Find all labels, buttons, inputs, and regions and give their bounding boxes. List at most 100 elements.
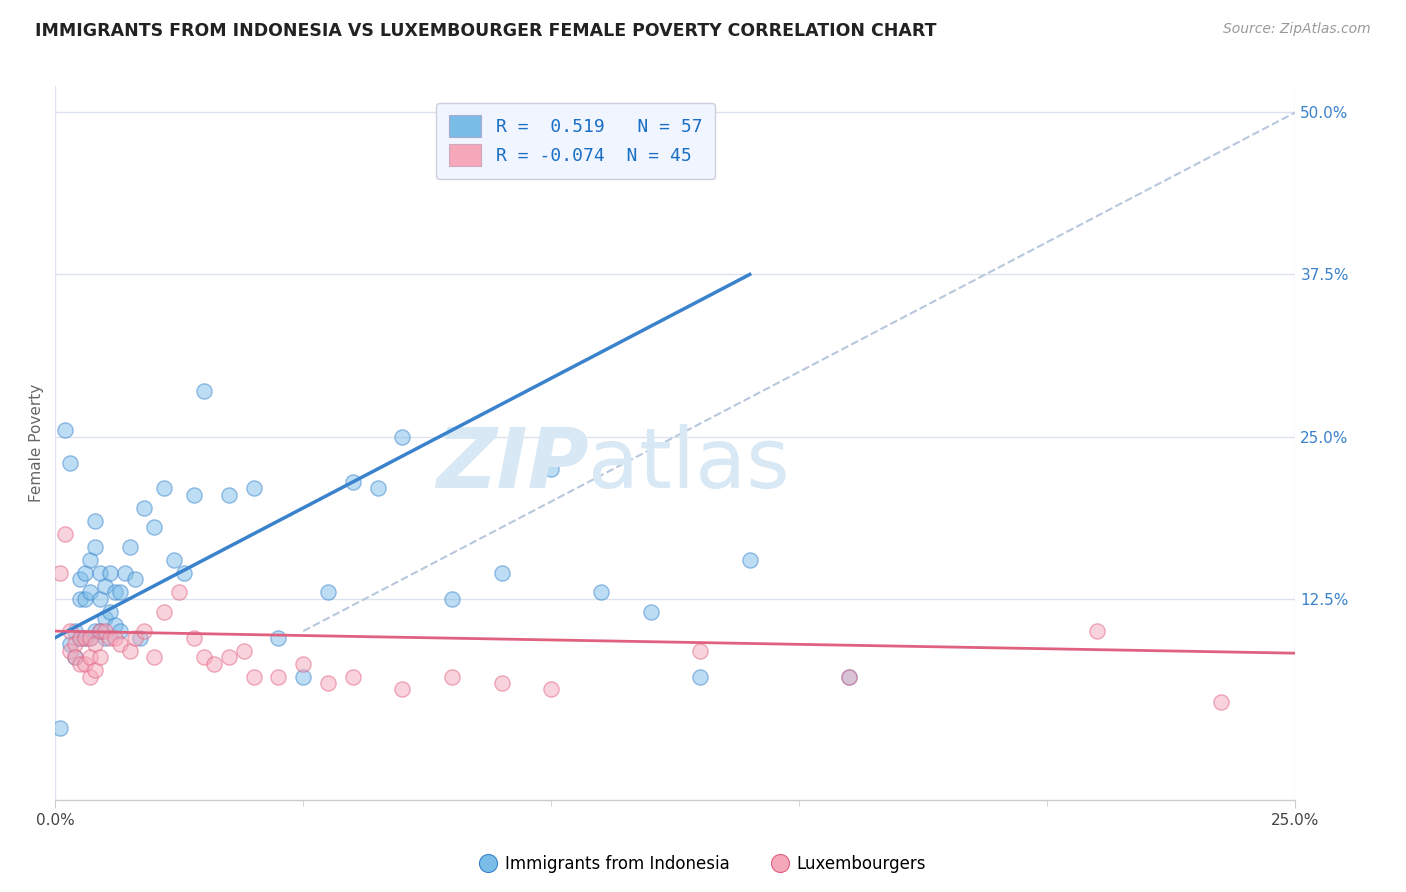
Text: atlas: atlas [589,424,790,505]
Point [59,643,82,657]
Point [128,631,150,645]
Point [689,669,711,683]
Point [89,624,111,639]
Point [292,669,315,683]
Text: ZIP: ZIP [436,424,589,505]
Point [134,500,156,515]
Point [73,657,96,671]
Point [73,566,96,580]
Point [114,566,136,580]
Point [89,566,111,580]
Point [63,650,86,665]
Point [183,631,205,645]
Point [49,722,72,736]
Point [49,566,72,580]
Point [391,682,413,697]
Point [94,631,117,645]
Point [98,631,121,645]
Point [118,540,141,554]
Point [94,579,117,593]
Point [173,566,195,580]
Y-axis label: Female Poverty: Female Poverty [30,384,44,502]
Point [83,540,105,554]
Point [242,482,264,496]
Point [689,643,711,657]
Point [104,631,127,645]
Point [73,591,96,606]
Point [89,591,111,606]
Point [342,669,364,683]
Point [69,572,91,586]
Point [83,637,105,651]
Point [108,585,131,599]
Point [367,482,389,496]
Point [83,663,105,677]
Point [153,482,176,496]
Point [59,456,82,470]
Point [89,650,111,665]
Point [143,650,166,665]
Point [540,462,562,476]
Point [218,650,240,665]
Point [589,585,612,599]
Point [491,676,513,690]
Point [640,605,662,619]
Legend: Immigrants from Indonesia, Luxembourgers: Immigrants from Indonesia, Luxembourgers [474,848,932,880]
Point [267,631,290,645]
Point [167,585,190,599]
Point [89,624,111,639]
Point [79,553,101,567]
Point [94,624,117,639]
Point [838,669,860,683]
Legend: R =  0.519   N = 57, R = -0.074  N = 45: R = 0.519 N = 57, R = -0.074 N = 45 [436,103,716,179]
Point [218,488,240,502]
Point [232,643,254,657]
Point [108,637,131,651]
Point [98,566,121,580]
Point [292,657,315,671]
Point [63,624,86,639]
Point [242,669,264,683]
Point [316,585,339,599]
Point [94,611,117,625]
Point [342,475,364,489]
Point [202,657,225,671]
Point [134,624,156,639]
Point [79,631,101,645]
Point [79,585,101,599]
Point [153,605,176,619]
Text: Source: ZipAtlas.com: Source: ZipAtlas.com [1223,22,1371,37]
Point [838,669,860,683]
Point [738,553,761,567]
Point [63,637,86,651]
Point [69,631,91,645]
Point [183,488,205,502]
Point [193,384,215,399]
Point [59,624,82,639]
Point [98,605,121,619]
Point [104,585,127,599]
Point [83,514,105,528]
Point [73,631,96,645]
Point [69,631,91,645]
Point [441,669,464,683]
Point [79,631,101,645]
Point [79,650,101,665]
Point [83,624,105,639]
Point [104,617,127,632]
Point [79,669,101,683]
Point [69,591,91,606]
Point [391,429,413,443]
Point [108,624,131,639]
Point [491,566,513,580]
Point [53,526,76,541]
Point [540,682,562,697]
Point [124,572,146,586]
Point [53,423,76,437]
Point [63,650,86,665]
Point [1209,696,1232,710]
Point [59,637,82,651]
Point [69,657,91,671]
Point [118,643,141,657]
Point [143,520,166,534]
